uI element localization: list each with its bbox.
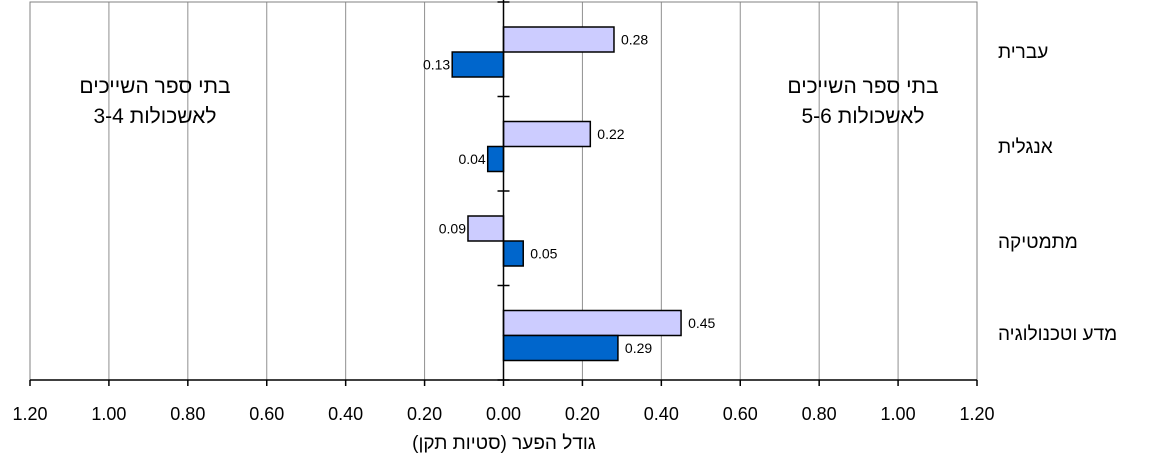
x-tick-label: 0.40: [644, 404, 679, 424]
bar: [502, 334, 619, 362]
bar: [486, 145, 505, 173]
x-tick-label: 0.80: [170, 404, 205, 424]
x-tick-label: 0.00: [486, 404, 521, 424]
x-axis-title: גודל הפער (סטיות תקן): [412, 433, 596, 454]
category-label-hebrew: עברית: [998, 42, 1049, 63]
axes: [29, 0, 978, 386]
bar: [502, 120, 592, 148]
data-label: 0.13: [423, 57, 450, 73]
x-tick-label: 0.60: [249, 404, 284, 424]
x-tick-label: 1.00: [91, 404, 126, 424]
data-labels: 0.28 0.13 0.22 0.04 0.09 0.05 0.45 0.29: [423, 32, 716, 357]
x-tick-label: 0.80: [802, 404, 837, 424]
x-tick-label: 0.20: [407, 404, 442, 424]
category-label-english: אנגלית: [998, 137, 1053, 158]
x-tick-label: 1.00: [881, 404, 916, 424]
category-label-math: מתמטיקה: [998, 232, 1078, 253]
bar: [502, 309, 682, 337]
region-label-right-line1: בתי ספר השייכים: [787, 75, 939, 98]
region-label-right-line2: לאשכולות 5-6: [801, 105, 925, 128]
region-label-left-line2: לאשכולות 3-4: [93, 105, 217, 128]
data-label: 0.28: [621, 32, 648, 48]
x-tick-labels: 1.20 1.00 0.80 0.60 0.40 0.20 0.00 0.20 0.40 0.60…: [12, 404, 994, 424]
data-label: 0.09: [439, 221, 466, 237]
bars: [451, 26, 682, 362]
region-label-left-line1: בתי ספר השייכים: [79, 75, 231, 98]
data-label: 0.22: [597, 126, 624, 142]
x-tick-label: 1.20: [12, 404, 47, 424]
data-label: 0.04: [458, 151, 485, 167]
data-label: 0.05: [530, 246, 557, 262]
x-tick-label: 0.20: [565, 404, 600, 424]
bar: [502, 26, 615, 53]
x-tick-label: 1.20: [959, 404, 994, 424]
data-label: 0.45: [688, 315, 715, 331]
region-label-left: בתי ספר השייכים לאשכולות 3-4: [30, 72, 280, 132]
region-label-right: בתי ספר השייכים לאשכולות 5-6: [738, 72, 988, 132]
category-label-science: מדע וטכנולוגיה: [998, 324, 1118, 345]
bar: [451, 51, 505, 78]
x-tick-label: 0.60: [723, 404, 758, 424]
x-tick-label: 0.40: [328, 404, 363, 424]
data-label: 0.29: [625, 340, 652, 356]
bar: [502, 240, 524, 267]
grid-lines: [108, 2, 899, 380]
bar: [467, 215, 505, 242]
